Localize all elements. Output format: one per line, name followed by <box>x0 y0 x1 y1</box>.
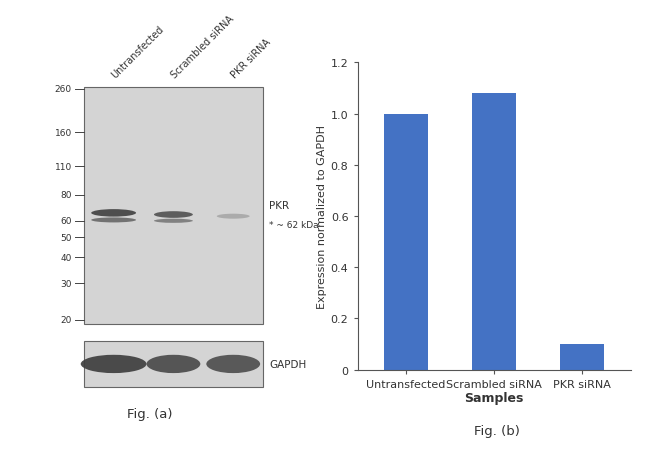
Bar <box>84 88 263 325</box>
Y-axis label: Expression normalized to GAPDH: Expression normalized to GAPDH <box>317 124 326 308</box>
X-axis label: Samples: Samples <box>464 391 524 405</box>
Bar <box>472 94 516 370</box>
Text: Fig. (b): Fig. (b) <box>474 424 520 437</box>
Text: Scrambled siRNA: Scrambled siRNA <box>170 14 236 80</box>
Text: 50: 50 <box>60 233 72 242</box>
Text: 110: 110 <box>55 162 72 171</box>
Bar <box>560 344 604 370</box>
Bar <box>384 114 428 370</box>
Text: 30: 30 <box>60 279 72 288</box>
Text: 40: 40 <box>60 253 72 262</box>
Ellipse shape <box>154 212 193 218</box>
Ellipse shape <box>206 355 260 373</box>
Text: PKR siRNA: PKR siRNA <box>229 37 272 80</box>
Text: 60: 60 <box>60 217 72 226</box>
Text: 20: 20 <box>60 316 72 325</box>
Text: GAPDH: GAPDH <box>269 359 306 369</box>
Text: Untransfected: Untransfected <box>110 24 166 80</box>
Text: Fig. (a): Fig. (a) <box>127 407 172 420</box>
Ellipse shape <box>91 210 136 217</box>
Ellipse shape <box>81 355 146 373</box>
Ellipse shape <box>154 219 193 223</box>
Bar <box>84 341 263 387</box>
Ellipse shape <box>216 214 250 219</box>
Ellipse shape <box>146 355 200 373</box>
Text: * ~ 62 kDa: * ~ 62 kDa <box>269 221 318 230</box>
Text: 80: 80 <box>60 191 72 200</box>
Text: 160: 160 <box>55 129 72 138</box>
Text: 260: 260 <box>55 85 72 94</box>
Text: PKR: PKR <box>269 200 289 210</box>
Ellipse shape <box>91 218 136 223</box>
